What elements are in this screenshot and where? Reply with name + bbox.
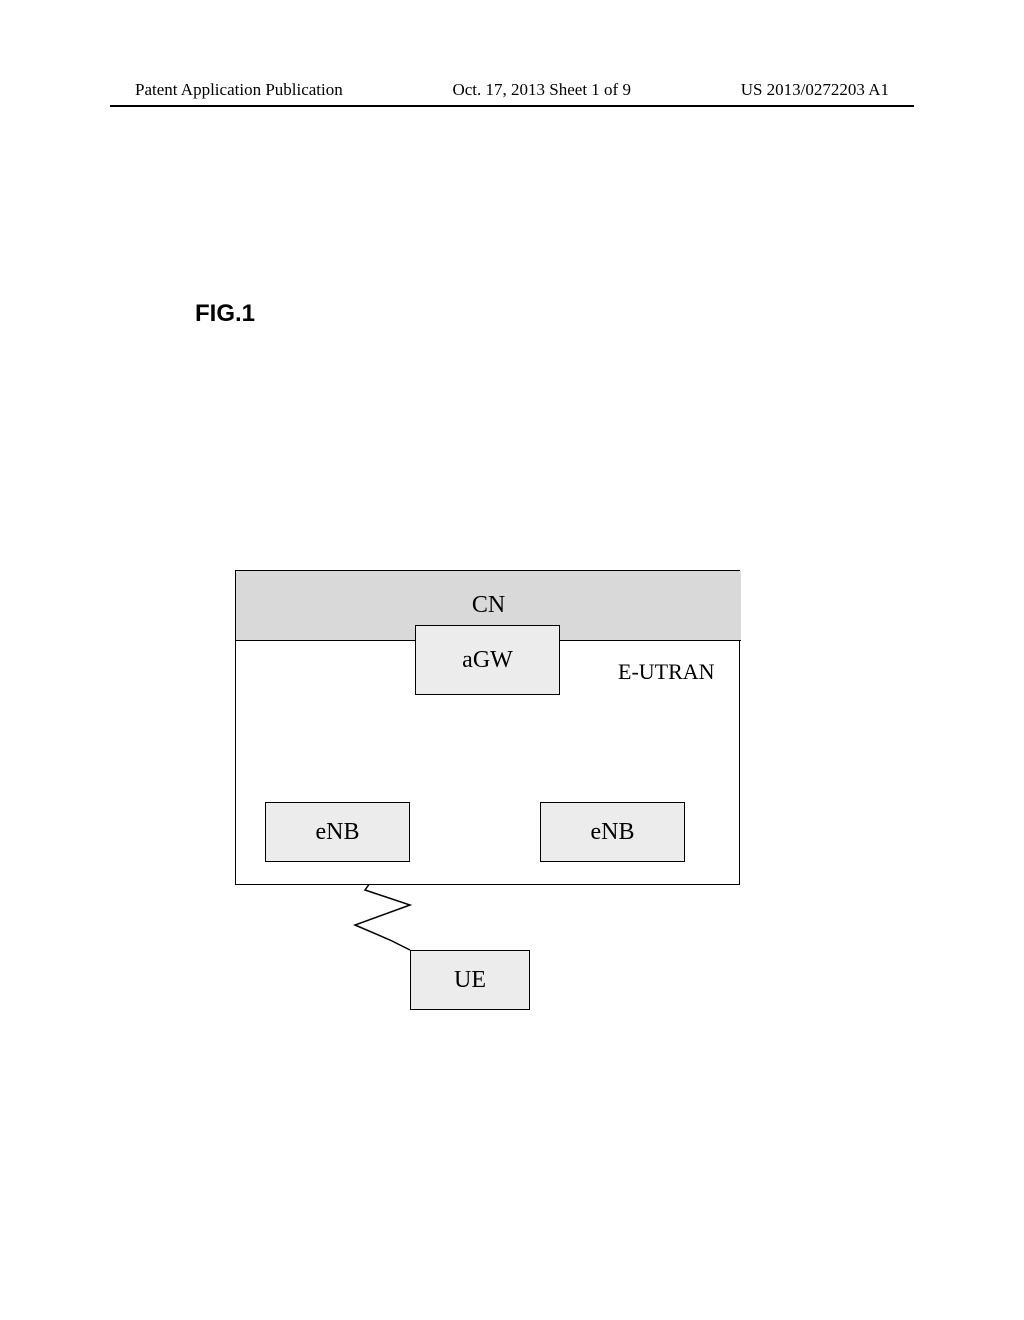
enb1-label: eNB [316,819,360,846]
header-center: Oct. 17, 2013 Sheet 1 of 9 [452,80,630,100]
header-divider [110,105,914,107]
node-ue: UE [410,950,530,1010]
page-header: Patent Application Publication Oct. 17, … [0,80,1024,100]
eutran-label: E-UTRAN [618,659,715,685]
cn-label: CN [472,592,505,619]
node-enb2: eNB [540,802,685,862]
node-agw: aGW [415,625,560,695]
header-left: Patent Application Publication [135,80,343,100]
enb2-label: eNB [591,819,635,846]
header-right: US 2013/0272203 A1 [741,80,889,100]
figure-label: FIG.1 [195,300,255,328]
agw-label: aGW [462,647,513,674]
ue-label: UE [454,967,486,994]
node-enb1: eNB [265,802,410,862]
diagram-container: CN E-UTRAN aGW eNB eNB UE [235,570,740,990]
